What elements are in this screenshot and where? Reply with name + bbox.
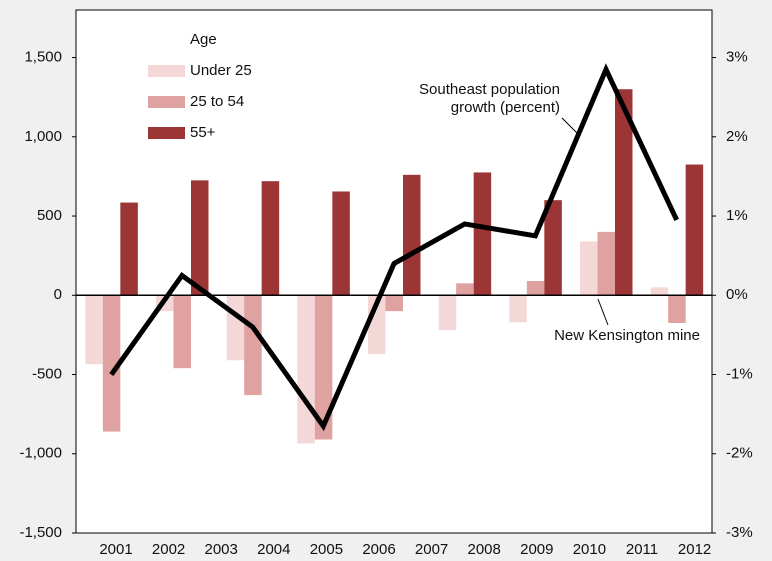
bar — [261, 181, 280, 296]
x-tick-label: 2006 — [362, 541, 395, 558]
x-tick-label: 2011 — [626, 541, 658, 558]
bar — [580, 241, 598, 296]
annotation: growth (percent) — [451, 99, 560, 116]
bar — [685, 164, 704, 296]
y2-tick-label: 1% — [726, 207, 748, 224]
bar — [615, 89, 633, 296]
bar — [385, 295, 403, 312]
y2-tick-label: 2% — [726, 128, 748, 145]
line-series — [109, 63, 679, 432]
y2-tick-label: -2% — [726, 445, 753, 462]
y-tick-label: 1,000 — [24, 128, 62, 145]
legend-swatch — [148, 96, 185, 108]
annotation-pointer — [597, 298, 609, 326]
bar — [226, 295, 245, 361]
y2-tick-label: 3% — [726, 49, 748, 66]
legend-title: Age — [190, 31, 217, 48]
y2-tick-label: 0% — [726, 286, 748, 303]
x-tick-label: 2001 — [99, 541, 132, 558]
y-tick-label: 0 — [54, 286, 62, 303]
bar — [244, 295, 262, 396]
legend-swatch — [148, 65, 185, 77]
bar — [120, 202, 138, 296]
bar — [544, 200, 562, 296]
y-tick-label: -1,500 — [19, 524, 62, 541]
x-tick-label: 2012 — [678, 541, 711, 558]
bar — [597, 231, 615, 296]
y2-tick-label: -1% — [726, 365, 753, 382]
annotation: New Kensington mine — [554, 327, 700, 344]
bar — [332, 191, 350, 296]
bar — [526, 281, 545, 296]
y2-tick-label: -3% — [726, 524, 753, 541]
bar — [509, 295, 527, 323]
y-tick-label: 1,500 — [24, 49, 62, 66]
x-tick-label: 2008 — [468, 541, 501, 558]
bar — [438, 295, 457, 331]
bar — [102, 295, 121, 432]
bar — [650, 287, 669, 296]
legend-label: Under 25 — [190, 62, 252, 79]
legend-label: 25 to 54 — [190, 93, 244, 110]
bar — [668, 295, 686, 324]
annotation-pointer — [561, 117, 579, 135]
bar — [403, 174, 421, 296]
bar — [297, 295, 315, 444]
y-tick-label: -1,000 — [19, 445, 62, 462]
x-tick-label: 2004 — [257, 541, 290, 558]
x-tick-label: 2010 — [573, 541, 606, 558]
bar — [473, 172, 492, 296]
bar — [85, 295, 103, 365]
bar — [173, 295, 191, 369]
x-tick-label: 2003 — [205, 541, 238, 558]
legend-label: 55+ — [190, 124, 216, 141]
bar — [314, 295, 333, 440]
y-tick-label: 500 — [37, 207, 62, 224]
x-tick-label: 2005 — [310, 541, 343, 558]
annotation: Southeast population — [419, 81, 560, 98]
x-tick-label: 2007 — [415, 541, 448, 558]
legend-swatch — [148, 127, 185, 139]
bar — [456, 283, 474, 296]
x-tick-label: 2002 — [152, 541, 185, 558]
annotation-bg — [522, 326, 700, 346]
bar — [191, 180, 209, 296]
y-tick-label: -500 — [32, 365, 62, 382]
x-tick-label: 2009 — [520, 541, 553, 558]
